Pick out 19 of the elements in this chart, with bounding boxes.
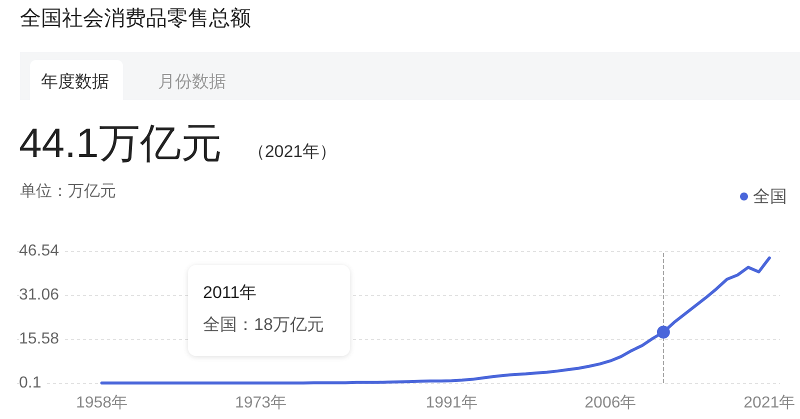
y-tick-label: 15.58	[19, 330, 60, 348]
x-tick-label: 1973年	[234, 394, 287, 412]
chart-subtitle: 44.1万亿元	[19, 119, 222, 168]
x-tick-label: 2021年	[744, 394, 796, 412]
x-tick-label: 1958年	[76, 394, 128, 412]
y-tick-label: 31.06	[19, 286, 60, 304]
x-tick-label: 2006年	[584, 394, 636, 412]
legend-label: 全国	[753, 187, 787, 206]
y-axis-title: 单位：万亿元	[20, 182, 116, 202]
y-tick-label: 0.1	[19, 374, 42, 392]
line-series	[100, 256, 771, 384]
annotation: 2011年	[203, 282, 257, 304]
text: （2021年）	[248, 141, 337, 163]
chart-title: 全国社会消费品零售总额	[20, 6, 251, 32]
y-tick-label: 46.54	[19, 242, 60, 260]
x-tick-label: 1991年	[426, 394, 478, 412]
text: 月份数据	[158, 71, 226, 93]
text: 年度数据	[41, 71, 109, 93]
annotation: 全国：18万亿元	[203, 314, 324, 336]
